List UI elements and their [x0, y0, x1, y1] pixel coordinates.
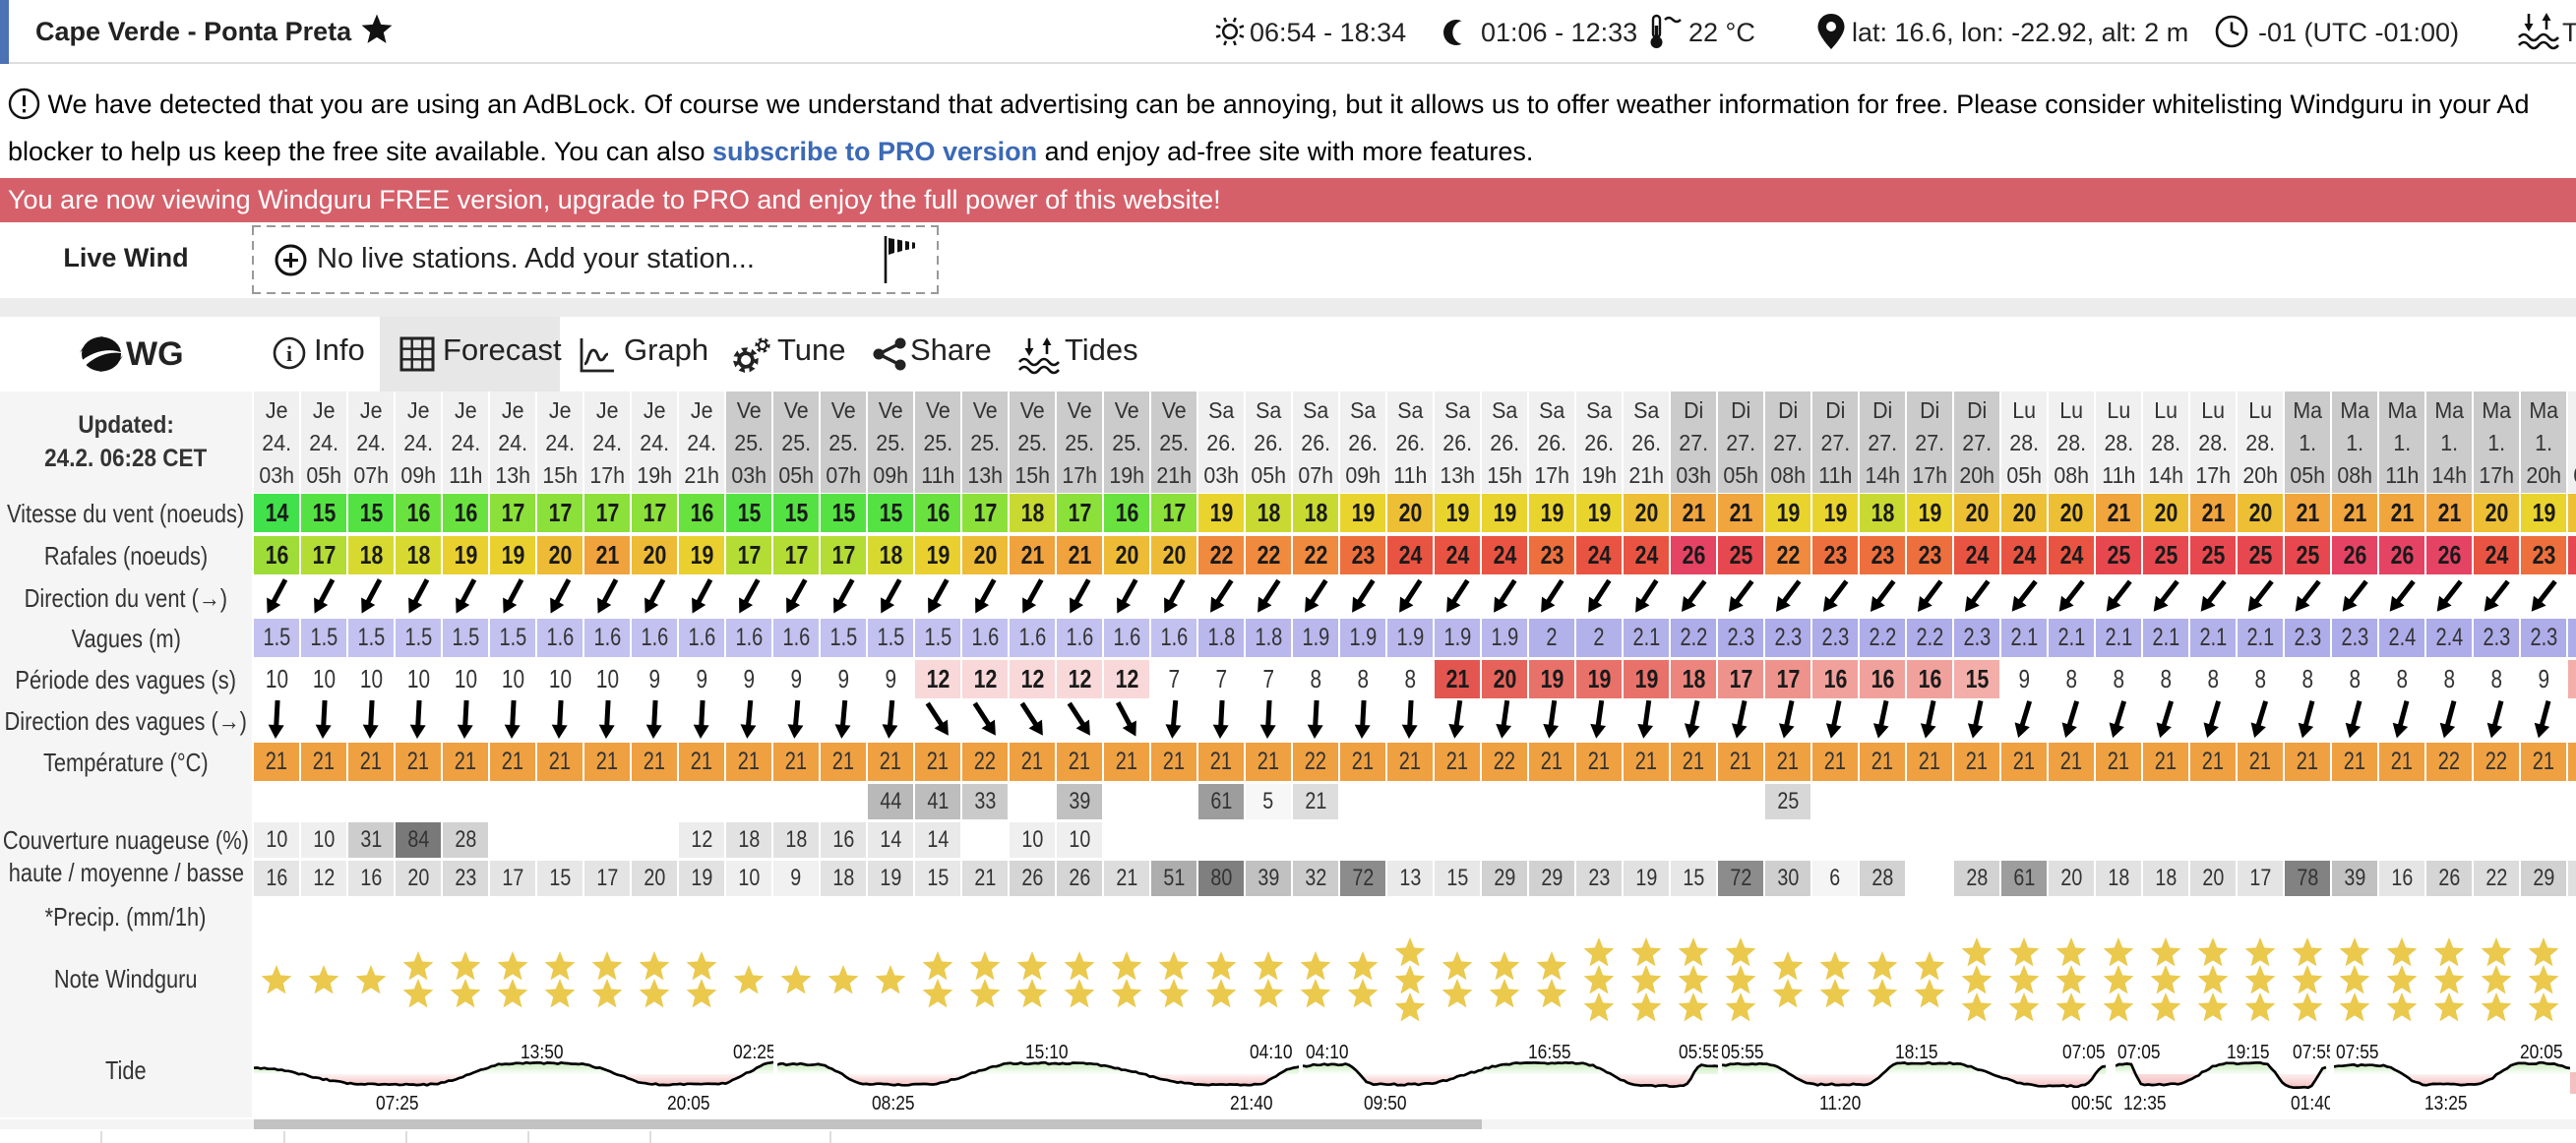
svg-text:i: i	[286, 341, 292, 366]
